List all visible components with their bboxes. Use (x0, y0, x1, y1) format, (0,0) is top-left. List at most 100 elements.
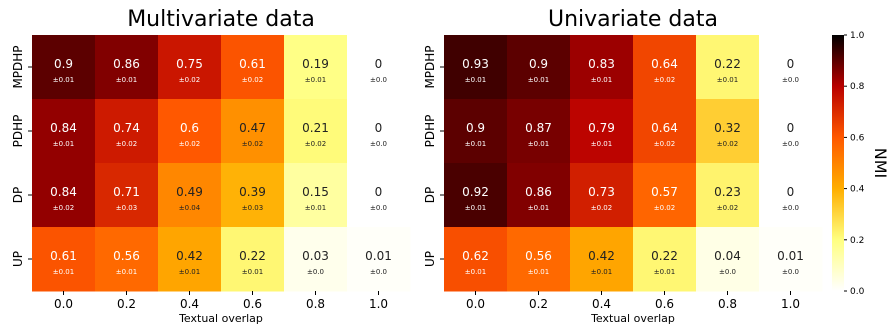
heatmap-cell (759, 163, 823, 228)
cell-value-label: 0.49 (176, 185, 203, 199)
cell-value-label: 0.42 (588, 249, 615, 263)
cell-value-label: 0 (375, 57, 383, 71)
heatmap-cell (696, 163, 760, 228)
heatmap-cell (284, 35, 348, 100)
x-tick-label: 0.8 (718, 297, 737, 311)
cell-value-label: 0.57 (651, 185, 678, 199)
cell-error-label: ±0.01 (179, 268, 200, 276)
cell-error-label: ±0.03 (242, 204, 263, 212)
cell-value-label: 0.84 (50, 121, 77, 135)
cell-error-label: ±0.0 (782, 140, 799, 148)
cell-value-label: 0.92 (462, 185, 489, 199)
cell-error-label: ±0.01 (465, 140, 486, 148)
cell-value-label: 0.87 (525, 121, 552, 135)
cell-value-label: 0.56 (525, 249, 552, 263)
cell-error-label: ±0.02 (717, 140, 738, 148)
cell-error-label: ±0.02 (242, 76, 263, 84)
cell-error-label: ±0.0 (719, 268, 736, 276)
x-tick-label: 0.0 (54, 297, 73, 311)
colorbar-tick-label: 0.0 (850, 287, 865, 297)
heatmap-cell (696, 99, 760, 164)
cell-value-label: 0.62 (462, 249, 489, 263)
heatmap-cell (347, 99, 411, 164)
heatmap-cell (284, 163, 348, 228)
cell-value-label: 0.22 (651, 249, 678, 263)
heatmap-cell (570, 35, 634, 100)
heatmap-cell (284, 99, 348, 164)
heatmap-cell (95, 227, 159, 292)
heatmap-cell (221, 227, 285, 292)
cell-value-label: 0.19 (302, 57, 329, 71)
cell-value-label: 0.32 (714, 121, 741, 135)
y-tick-label: MPDHP (11, 45, 25, 88)
x-tick-label: 1.0 (369, 297, 388, 311)
cell-value-label: 0.84 (50, 185, 77, 199)
y-tick-label: DP (423, 187, 437, 203)
cell-value-label: 0.93 (462, 57, 489, 71)
colorbar-label: NMI (871, 148, 890, 179)
cell-value-label: 0.73 (588, 185, 615, 199)
heatmap-cell (633, 35, 697, 100)
cell-error-label: ±0.02 (591, 204, 612, 212)
cell-error-label: ±0.01 (717, 76, 738, 84)
cell-value-label: 0.01 (365, 249, 392, 263)
heatmap-cell (32, 163, 96, 228)
cell-error-label: ±0.02 (654, 76, 675, 84)
cell-value-label: 0.42 (176, 249, 203, 263)
heatmap-cell (570, 163, 634, 228)
cell-value-label: 0 (787, 185, 795, 199)
cell-value-label: 0.03 (302, 249, 329, 263)
y-tick-label: MPDHP (423, 45, 437, 88)
cell-value-label: 0 (375, 121, 383, 135)
cell-error-label: ±0.01 (654, 268, 675, 276)
heatmap-cell (507, 99, 571, 164)
cell-error-label: ±0.01 (53, 76, 74, 84)
heatmap-cell (759, 35, 823, 100)
cell-error-label: ±0.01 (305, 76, 326, 84)
cell-error-label: ±0.02 (654, 204, 675, 212)
cell-error-label: ±0.02 (53, 204, 74, 212)
cell-value-label: 0 (787, 121, 795, 135)
y-tick-label: UP (423, 251, 437, 267)
heatmap-cell (696, 227, 760, 292)
heatmap-cell (633, 227, 697, 292)
x-tick-label: 0.0 (466, 297, 485, 311)
cell-error-label: ±0.0 (370, 140, 387, 148)
x-axis-label: Textual overlap (590, 312, 675, 325)
cell-error-label: ±0.01 (465, 268, 486, 276)
cell-error-label: ±0.02 (717, 204, 738, 212)
heatmap-cell (507, 227, 571, 292)
x-axis-label: Textual overlap (178, 312, 263, 325)
heatmap-cell (158, 163, 222, 228)
cell-value-label: 0 (787, 57, 795, 71)
cell-error-label: ±0.01 (305, 204, 326, 212)
cell-value-label: 0.22 (239, 249, 266, 263)
cell-value-label: 0.75 (176, 57, 203, 71)
cell-error-label: ±0.0 (370, 76, 387, 84)
cell-error-label: ±0.01 (591, 140, 612, 148)
heatmap-cell (95, 163, 159, 228)
heatmap-cell (696, 35, 760, 100)
x-tick-label: 0.4 (180, 297, 199, 311)
cell-value-label: 0.86 (525, 185, 552, 199)
heatmap-cell (32, 227, 96, 292)
heatmap-cell (507, 163, 571, 228)
heatmap-cell (347, 35, 411, 100)
cell-error-label: ±0.01 (528, 268, 549, 276)
cell-error-label: ±0.02 (179, 140, 200, 148)
cell-error-label: ±0.01 (53, 268, 74, 276)
cell-value-label: 0.83 (588, 57, 615, 71)
cell-value-label: 0.74 (113, 121, 140, 135)
cell-error-label: ±0.02 (179, 76, 200, 84)
x-tick-label: 0.8 (306, 297, 325, 311)
cell-value-label: 0.6 (180, 121, 199, 135)
cell-error-label: ±0.01 (528, 76, 549, 84)
heatmap-cell (221, 99, 285, 164)
heatmap-cell (444, 35, 508, 100)
cell-error-label: ±0.02 (116, 140, 137, 148)
cell-value-label: 0.9 (529, 57, 548, 71)
cell-value-label: 0.56 (113, 249, 140, 263)
y-tick-label: DP (11, 187, 25, 203)
cell-error-label: ±0.0 (307, 268, 324, 276)
